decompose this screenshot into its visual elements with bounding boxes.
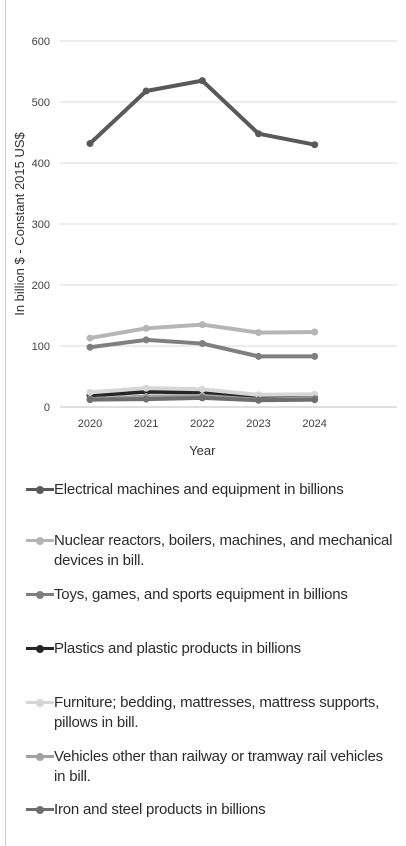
data-point [86,396,94,404]
data-point [311,352,319,360]
data-point [142,324,150,332]
x-axis-title: Year [189,443,216,458]
series-2 [86,321,319,342]
series-lines [86,77,319,404]
legend-swatch [26,639,54,659]
y-tick-label: 400 [32,158,50,170]
legend-swatch [26,693,54,713]
legend-label: Electrical machines and equipment in bil… [54,481,344,498]
data-point [198,385,206,393]
y-tick-label: 0 [44,402,50,414]
x-tick-label: 2020 [78,418,102,430]
data-point [311,328,319,336]
data-point [142,395,150,403]
data-point [255,329,262,337]
x-tick-label: 2022 [190,418,214,430]
y-tick-label: 600 [32,36,50,48]
series-3 [86,336,319,360]
y-tick-label: 500 [32,97,50,109]
data-point [198,340,206,348]
data-point [86,334,94,342]
data-point [86,139,94,147]
data-point [198,321,206,329]
legend-swatch [26,585,54,605]
legend-label: Toys, games, and sports equipment in bil… [54,586,348,603]
data-point [198,394,206,402]
legend-swatch [26,480,54,500]
legend-item: Iron and steel products in billions [26,800,396,820]
x-tick-label: 2021 [134,418,158,430]
x-tick-label: 2023 [246,418,270,430]
chart-frame-border [5,0,6,846]
series-5 [86,384,319,399]
gridlines [60,40,397,408]
legend-swatch [26,800,54,820]
y-tick-label: 300 [32,219,50,231]
axis-ticks: 0 100 200 300 400 500 600 2020 2021 2022 2023 2024 [32,36,327,430]
data-point [86,388,94,396]
data-point [86,343,94,351]
x-tick-label: 2024 [302,418,326,430]
legend-label: Plastics and plastic products in billion… [54,640,301,657]
data-point [142,87,150,95]
data-point [255,396,262,404]
data-point [198,77,206,85]
legend-item: Toys, games, and sports equipment in bil… [26,585,396,605]
data-point [255,130,262,138]
data-point [311,396,319,404]
legend-label: Iron and steel products in billions [54,801,266,818]
y-tick-label: 100 [32,341,50,353]
data-point [142,384,150,392]
legend-label: Vehicles other than railway or tramway r… [54,748,383,785]
legend-item: Furniture; bedding, mattresses, mattress… [26,693,396,733]
data-point [311,141,319,149]
legend-swatch [26,747,54,767]
series-1 [86,77,319,149]
legend-item: Nuclear reactors, boilers, machines, and… [26,531,396,571]
series-7 [86,394,319,404]
y-axis-title: In billion $ - Constant 2015 US$ [12,131,27,315]
y-tick-label: 200 [32,280,50,292]
legend-label: Nuclear reactors, boilers, machines, and… [54,532,393,569]
legend-item: Vehicles other than railway or tramway r… [26,747,396,787]
data-point [255,391,262,399]
data-point [255,352,262,360]
legend-item: Electrical machines and equipment in bil… [26,480,396,500]
data-point [142,336,150,344]
legend-item: Plastics and plastic products in billion… [26,639,396,659]
legend-swatch [26,531,54,551]
series-line [88,78,317,147]
legend-label: Furniture; bedding, mattresses, mattress… [54,694,380,731]
